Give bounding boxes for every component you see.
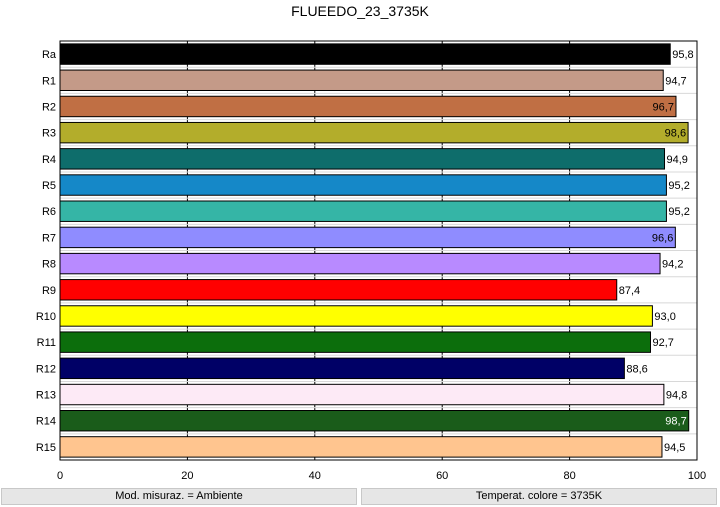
x-tick-label: 100 — [688, 470, 706, 482]
plot-frame — [59, 40, 698, 461]
bar-r10 — [59, 305, 653, 327]
bar-r11 — [59, 331, 651, 353]
bar-r9 — [59, 279, 618, 301]
bar-r5 — [59, 174, 667, 196]
bar-value-label: 94,2 — [662, 259, 683, 271]
bar-value-label: 94,8 — [666, 390, 687, 402]
y-tick-label: R6 — [42, 206, 56, 218]
bar-r14 — [59, 410, 690, 432]
y-tick-label: R2 — [42, 101, 56, 113]
chart-title: FLUEEDO_23_3735K — [291, 3, 429, 19]
bar-value-label: 94,7 — [665, 75, 686, 87]
bar-value-label: 88,6 — [626, 363, 647, 375]
bar-value-label: 98,7 — [665, 416, 686, 428]
bar-r13 — [59, 383, 665, 406]
y-tick-label: R13 — [36, 390, 56, 402]
x-tick-label: 60 — [436, 470, 448, 482]
y-tick-label: R9 — [42, 285, 56, 297]
bar-r6 — [59, 200, 667, 222]
x-tick-label: 40 — [309, 470, 321, 482]
bar-r2 — [59, 95, 677, 118]
bar-value-label: 98,6 — [665, 128, 686, 140]
bar-ra — [59, 43, 671, 65]
bar-value-label: 95,2 — [668, 206, 689, 218]
bar-r3 — [59, 121, 689, 144]
bar-value-label: 96,6 — [652, 232, 673, 244]
y-tick-label: R14 — [36, 416, 56, 428]
bar-value-label: 96,7 — [653, 101, 674, 113]
y-tick-label: Ra — [42, 49, 57, 61]
bar-r4 — [59, 148, 666, 170]
y-tick-label: R5 — [42, 180, 56, 192]
bar-value-label: 95,2 — [668, 180, 689, 192]
bar-r1 — [59, 69, 664, 91]
x-tick-label: 80 — [563, 470, 575, 482]
measurement-mode-label: Mod. misuraz. = Ambiente — [1, 488, 357, 505]
bar-r7 — [59, 226, 676, 249]
x-tick-label: 0 — [57, 470, 63, 482]
y-tick-label: R1 — [42, 75, 56, 87]
bar-value-label: 94,9 — [667, 154, 688, 166]
y-tick-label: R12 — [36, 363, 56, 375]
color-temperature-label: Temperat. colore = 3735K — [361, 488, 717, 505]
bar-value-label: 92,7 — [652, 337, 673, 349]
bar-r12 — [59, 357, 625, 380]
y-tick-label: R10 — [36, 311, 56, 323]
y-tick-label: R7 — [42, 232, 56, 244]
y-tick-label: R4 — [42, 154, 56, 166]
y-tick-label: R11 — [37, 337, 56, 349]
bar-r15 — [59, 436, 663, 458]
bar-value-label: 94,5 — [664, 442, 685, 454]
y-tick-label: R3 — [42, 128, 56, 140]
bar-r8 — [59, 252, 661, 275]
bar-value-label: 93,0 — [654, 311, 675, 323]
y-tick-label: R8 — [42, 259, 56, 271]
bar-value-label: 95,8 — [672, 49, 693, 61]
bar-value-label: 87,4 — [619, 285, 640, 297]
y-tick-label: R15 — [36, 442, 56, 454]
x-tick-label: 20 — [181, 470, 193, 482]
